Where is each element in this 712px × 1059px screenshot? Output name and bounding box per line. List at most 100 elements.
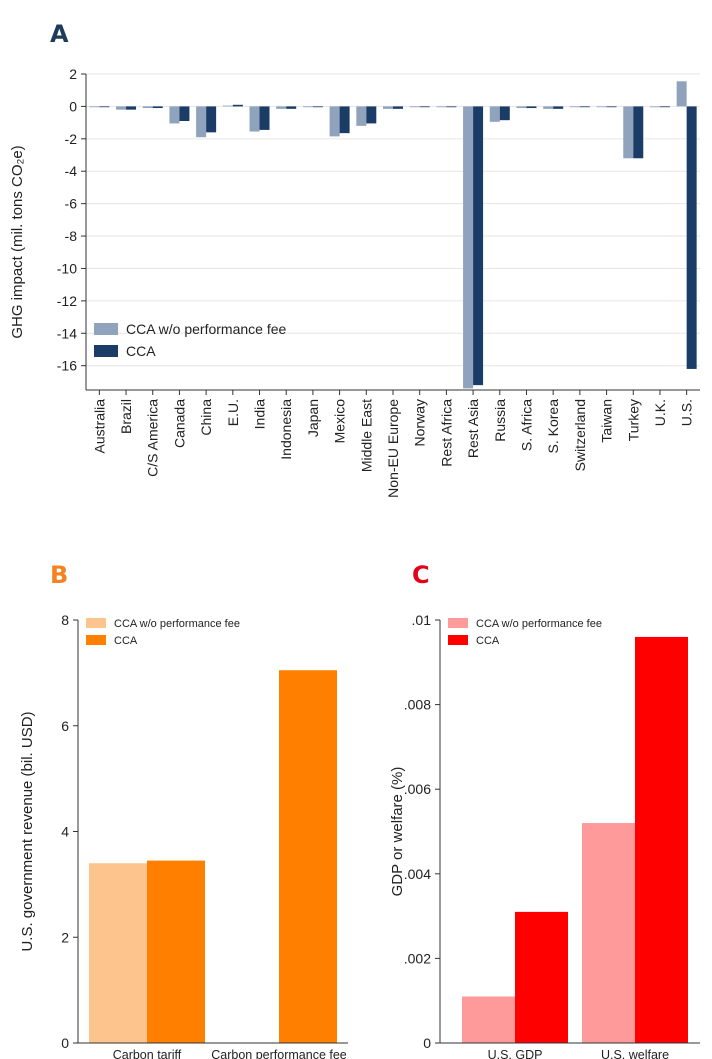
legend-swatch: [94, 345, 118, 357]
y-axis-title: GDP or welfare (%): [389, 767, 406, 897]
x-tick-label: India: [252, 399, 268, 430]
bar-cca: [152, 106, 163, 109]
y-tick-label: .01: [412, 612, 432, 628]
bar-cca-wo-fee: [489, 106, 500, 122]
y-tick-label: -8: [65, 228, 78, 244]
bar-cca-wo-fee: [623, 106, 634, 159]
x-tick-label: Indonesia: [278, 399, 294, 460]
bar-cca-wo-fee: [222, 105, 233, 107]
bar-cca: [515, 911, 568, 1043]
bar-cca: [419, 106, 430, 108]
bar-cca: [312, 106, 323, 108]
legend-label: CCA w/o performance fee: [114, 618, 240, 630]
bar-cca-wo-fee: [676, 81, 687, 107]
x-tick-label: Canada: [171, 399, 187, 448]
bar-cca-wo-fee: [249, 106, 260, 132]
x-tick-label: U.S. welfare: [601, 1048, 669, 1059]
y-tick-label: 2: [61, 929, 69, 945]
x-tick-label: S. Africa: [518, 399, 534, 451]
y-tick-label: 4: [61, 824, 69, 840]
y-tick-label: -4: [65, 163, 78, 179]
bar-cca: [99, 106, 110, 108]
bar-cca: [393, 106, 403, 109]
bar-cca: [499, 106, 510, 121]
legend-label: CCA w/o performance fee: [126, 321, 287, 337]
bar-cca: [633, 106, 644, 159]
bar-cca: [659, 106, 670, 108]
x-tick-label: U.S.: [679, 399, 695, 426]
bar-cca: [286, 106, 297, 109]
legend-swatch: [94, 323, 118, 335]
bar-cca-wo-fee: [89, 863, 147, 1043]
bar-cca-wo-fee: [276, 106, 287, 109]
bar-cca: [473, 106, 484, 386]
legend-swatch: [86, 618, 106, 628]
panel-label-a: A: [50, 20, 69, 48]
x-tick-label: Middle East: [358, 399, 374, 472]
x-tick-label: Brazil: [118, 399, 134, 434]
y-tick-label: 2: [69, 66, 77, 82]
bar-cca-wo-fee: [196, 106, 207, 138]
y-tick-label: -14: [57, 325, 77, 341]
bar-cca-wo-fee: [169, 106, 180, 124]
bar-cca-wo-fee: [116, 106, 127, 110]
x-tick-label: Non-EU Europe: [385, 399, 401, 498]
x-tick-label: Rest Asia: [465, 399, 481, 458]
x-tick-label: Switzerland: [572, 399, 588, 471]
bar-cca: [179, 106, 190, 121]
legend-label: CCA: [126, 343, 156, 359]
bar-cca-wo-fee: [649, 106, 660, 108]
y-tick-label: .004: [404, 866, 431, 882]
bar-cca: [339, 106, 350, 134]
y-tick-label: .006: [404, 781, 431, 797]
bar-cca-wo-fee: [329, 106, 340, 137]
x-tick-label: Carbon tariff: [113, 1048, 182, 1059]
y-tick-label: -6: [65, 196, 78, 212]
x-tick-label: E.U.: [225, 399, 241, 426]
x-tick-label: S. Korea: [545, 399, 561, 454]
x-tick-label: Norway: [412, 399, 428, 446]
y-tick-label: 0: [61, 1035, 69, 1051]
bar-cca-wo-fee: [409, 106, 420, 108]
bar-cca: [279, 670, 337, 1043]
legend-label: CCA: [114, 635, 138, 647]
bar-cca-wo-fee: [383, 106, 393, 109]
bar-cca-wo-fee: [463, 106, 474, 389]
bar-cca: [686, 106, 697, 369]
bar-cca: [232, 104, 243, 107]
y-tick-label: -2: [65, 131, 78, 147]
panel-label-b: B: [50, 561, 68, 589]
x-tick-label: Rest Africa: [438, 399, 454, 467]
bar-cca-wo-fee: [89, 106, 100, 108]
bar-cca-wo-fee: [569, 106, 580, 108]
legend-swatch: [448, 618, 468, 628]
y-tick-label: .008: [404, 697, 431, 713]
bar-cca: [579, 106, 590, 108]
bar-cca: [366, 106, 377, 124]
bar-cca: [446, 106, 457, 108]
y-tick-label: -10: [57, 260, 77, 276]
bar-cca: [259, 106, 270, 130]
chart-panel-c: 0 .002 .004 .006 .008 .01 GDP or welfare (%) U.…: [389, 612, 700, 1059]
y-axis-title: U.S. government revenue (bil. USD): [19, 711, 36, 951]
bar-cca-wo-fee: [596, 106, 607, 108]
x-tick-label: Australia: [91, 399, 107, 454]
y-tick-label: .002: [404, 950, 431, 966]
legend-label: CCA: [476, 635, 500, 647]
bar-cca-wo-fee: [302, 106, 313, 108]
legend-label: CCA w/o performance fee: [476, 618, 602, 630]
x-tick-label: Taiwan: [599, 399, 615, 443]
chart-panel-a: 2 0 -2 -4 -6 -8 -10 -12 -14 -16 GHG impact (mil. t…: [9, 66, 700, 498]
y-tick-label: 6: [61, 718, 69, 734]
x-tick-label: China: [198, 399, 214, 436]
panel-label-c: C: [412, 561, 430, 589]
bar-cca: [147, 860, 205, 1043]
chart-panel-b: 0 2 4 6 8 U.S. government revenue (bil. USD) C…: [19, 612, 348, 1059]
bar-cca: [606, 106, 617, 108]
legend-swatch: [448, 635, 468, 645]
y-tick-label: -16: [57, 358, 77, 374]
y-tick-label: 0: [423, 1035, 431, 1051]
legend-swatch: [86, 635, 106, 645]
x-tick-label: U.K.: [652, 399, 668, 426]
